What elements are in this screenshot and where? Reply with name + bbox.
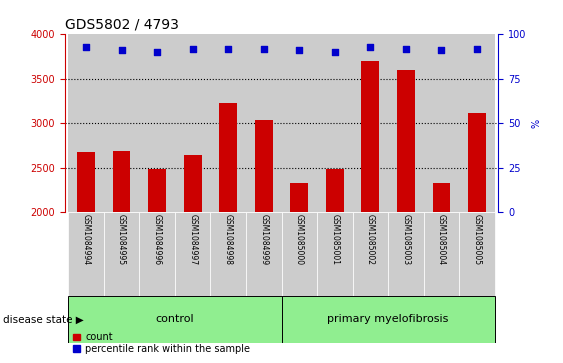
Bar [282,34,317,212]
Bar [317,34,352,212]
Bar [423,34,459,212]
Bar [104,34,140,212]
Bar [317,212,352,296]
Bar [184,155,202,363]
Point [401,46,410,52]
Point [437,48,446,53]
Point [117,48,126,53]
Text: GSM1084994: GSM1084994 [82,214,91,265]
Bar [459,212,495,296]
Y-axis label: %: % [532,119,542,128]
Text: GSM1084995: GSM1084995 [117,214,126,265]
Bar [246,212,282,296]
Bar [326,169,343,363]
Text: control: control [155,314,194,325]
Bar [211,212,246,296]
Bar [352,212,388,296]
Point [188,46,197,52]
Point [82,44,91,50]
Bar [220,103,237,363]
Point [366,44,375,50]
Bar [104,212,140,296]
Bar [255,120,272,363]
Bar [113,151,131,363]
Bar [397,70,415,363]
Text: GSM1084997: GSM1084997 [188,214,197,265]
Bar [432,183,450,363]
Bar [175,212,211,296]
Bar [68,212,104,296]
Point [295,48,304,53]
Text: primary myelofibrosis: primary myelofibrosis [328,314,449,325]
Text: GDS5802 / 4793: GDS5802 / 4793 [65,18,178,32]
Point [330,49,339,55]
Bar [388,34,423,212]
Bar [77,152,95,363]
Bar [211,34,246,212]
Text: disease state ▶: disease state ▶ [3,314,83,325]
Text: GSM1085004: GSM1085004 [437,214,446,265]
Bar [282,296,495,343]
Bar [468,113,486,363]
Bar [68,34,104,212]
Text: GSM1085005: GSM1085005 [472,214,481,265]
Point [472,46,481,52]
Bar [246,34,282,212]
Bar [459,34,495,212]
Bar [388,212,423,296]
Point [224,46,233,52]
Text: GSM1085003: GSM1085003 [401,214,410,265]
Bar [140,212,175,296]
Text: GSM1085002: GSM1085002 [366,214,375,265]
Text: GSM1084998: GSM1084998 [224,214,233,265]
Point [153,49,162,55]
Text: GSM1085001: GSM1085001 [330,214,339,265]
Bar [361,61,379,363]
Bar [352,34,388,212]
Bar [148,169,166,363]
Bar [68,296,282,343]
Point [259,46,268,52]
Bar [423,212,459,296]
Bar [140,34,175,212]
Text: GSM1084999: GSM1084999 [259,214,268,265]
Legend: count, percentile rank within the sample: count, percentile rank within the sample [70,329,254,358]
Text: GSM1084996: GSM1084996 [153,214,162,265]
Bar [291,183,308,363]
Bar [175,34,211,212]
Text: GSM1085000: GSM1085000 [295,214,304,265]
Bar [282,212,317,296]
